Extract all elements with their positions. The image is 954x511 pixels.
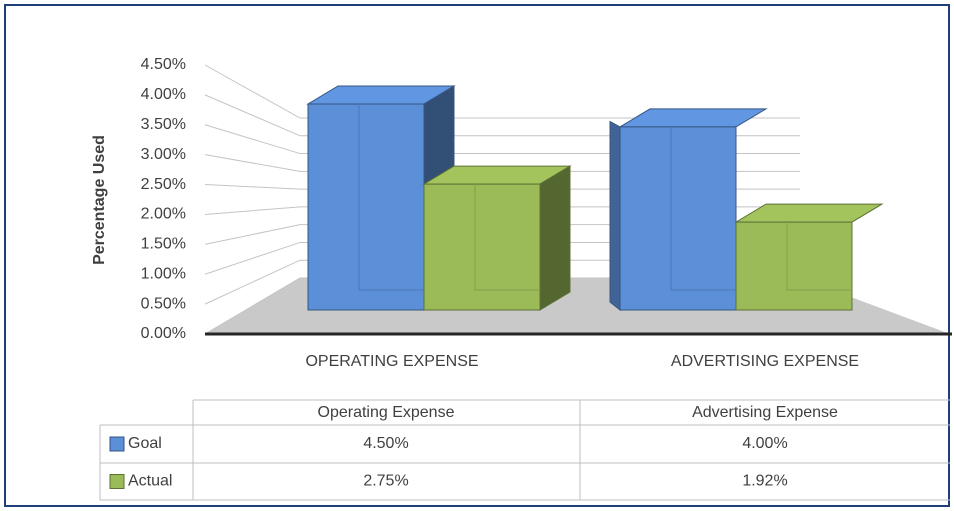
legend-key [109,474,125,489]
bar [735,221,853,311]
y-tick-label: 4.50% [141,56,186,73]
bar-side [539,165,571,311]
legend-label: Actual [128,473,172,490]
bar-side [609,120,621,312]
y-tick-label: 0.50% [141,295,186,312]
bar [423,183,541,311]
bar [619,126,737,311]
bar [307,103,425,311]
legend-key [109,436,125,452]
bar-inner-edge [786,222,852,291]
bar-inner-edge [670,126,736,291]
y-tick-label: 3.50% [141,116,186,133]
data-table: Operating Expense Advertising Expense Goal… [99,399,950,501]
x-tick-label: OPERATING EXPENSE [305,353,478,370]
bar-3d [734,203,884,311]
bar-3d [609,108,768,312]
y-tick-label: 4.00% [141,86,186,103]
legend-label: Goal [128,435,162,452]
bar-inner-edge [358,104,424,291]
y-tick-label: 2.00% [141,206,186,223]
y-tick-label: 1.00% [141,265,186,282]
table-column-header: Operating Expense [318,404,455,421]
y-tick-label: 3.00% [141,146,186,163]
y-axis-title: Percentage Used [91,135,108,265]
bar-3d [422,165,572,311]
y-tick-label: 0.00% [141,325,186,342]
grid-line [204,64,800,119]
table-cell: 2.75% [363,473,408,490]
table-cell: 1.92% [742,473,787,490]
bars [306,85,884,312]
x-tick-label: ADVERTISING EXPENSE [671,353,859,370]
table-column-header: Advertising Expense [692,404,838,421]
table-cell: 4.00% [742,435,787,452]
y-tick-label: 2.50% [141,176,186,193]
y-tick-label: 1.50% [141,236,186,253]
bar-inner-edge [474,184,540,291]
table-cell: 4.50% [363,435,408,452]
